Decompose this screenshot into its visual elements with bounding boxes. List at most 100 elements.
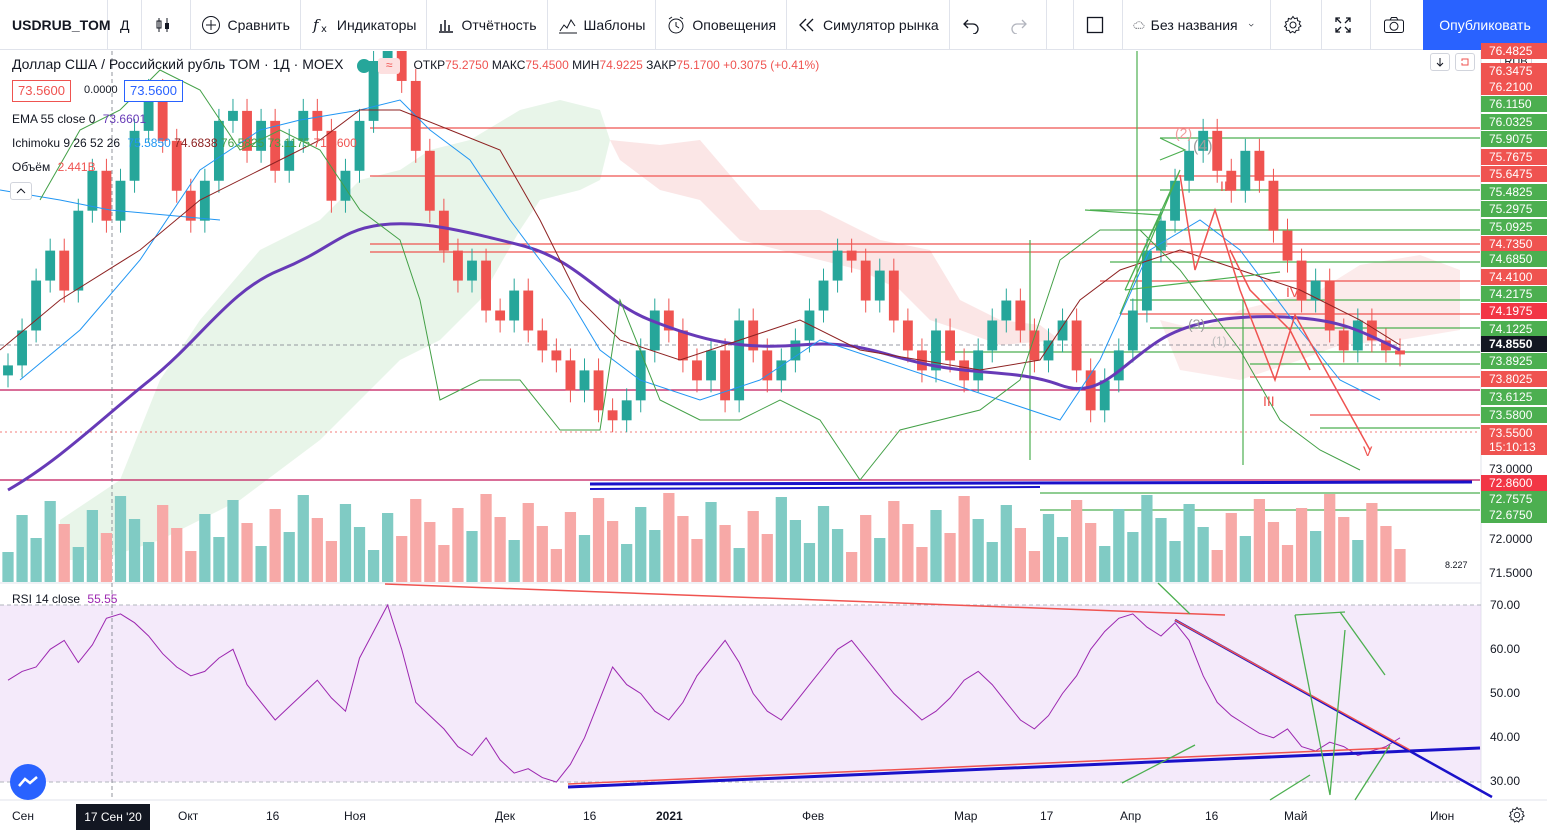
candle-body	[129, 130, 140, 181]
candle-body	[270, 120, 281, 171]
support-trendline-2[interactable]	[589, 486, 1041, 490]
undo-button[interactable]	[950, 0, 998, 50]
reports-button[interactable]: Отчётность	[427, 0, 548, 50]
replay-button[interactable]: Симулятор рынка	[787, 0, 950, 50]
volume-bar	[775, 497, 787, 582]
candle-body	[87, 170, 98, 211]
volume-bar	[213, 537, 225, 582]
scale-down-button[interactable]	[1430, 53, 1450, 71]
rewind-icon	[799, 18, 814, 31]
price-label-3: 76.1150	[1481, 96, 1547, 112]
candle-body	[1310, 280, 1321, 301]
snapshot-button[interactable]	[1371, 0, 1423, 50]
spread-value: 0.0000	[84, 84, 118, 96]
wave-logo-icon	[18, 776, 38, 787]
volume-bar	[1281, 545, 1294, 582]
ema-legend[interactable]: EMA 55 close 0 73.6601	[12, 112, 146, 126]
candle-body	[1212, 130, 1223, 171]
rsi-support-line[interactable]	[567, 746, 1481, 789]
volume-legend[interactable]: Объём 2.441B	[12, 160, 96, 174]
candle-body	[692, 360, 702, 381]
candle-body	[481, 260, 491, 311]
alerts-label: Оповещения	[692, 16, 777, 33]
chart-settings-button[interactable]	[1508, 806, 1526, 829]
fullscreen-button[interactable]	[1322, 0, 1371, 50]
volume-bar	[30, 538, 42, 582]
candle-body	[818, 280, 829, 311]
candle-body	[1366, 320, 1377, 341]
price-label-9: 75.2975	[1481, 201, 1547, 217]
price-label-8: 75.4825	[1481, 184, 1547, 200]
volume-bar	[157, 505, 169, 582]
volume-bar	[817, 506, 830, 582]
ichimoku-legend[interactable]: Ichimoku 9 26 52 26 75.5850 74.6838 76.5…	[12, 136, 357, 150]
volume-bar	[1056, 537, 1069, 582]
candle-body	[1240, 150, 1251, 191]
volume-bar	[367, 550, 380, 582]
wave-lines[interactable]	[1179, 174, 1371, 451]
volume-bar	[16, 515, 28, 582]
symbol-description[interactable]: Доллар США / Российский рубль TOM · 1Д ·…	[12, 56, 344, 72]
candle-body	[931, 330, 941, 371]
candle-body	[101, 170, 112, 221]
symbol-search-button[interactable]: USDRUB_TOM	[0, 0, 111, 50]
templates-icon	[558, 18, 577, 33]
support-trendline[interactable]	[589, 480, 1473, 486]
ask-price-box[interactable]: 73.5600	[124, 80, 183, 102]
volume-bar	[438, 545, 450, 582]
chart-type-button[interactable]	[142, 0, 192, 50]
chart-area[interactable]: 8.227 (2) (4) II IV III V (3) (1) I Долл…	[0, 43, 1547, 840]
ema-label: EMA 55 close 0	[12, 112, 96, 126]
fan-lines[interactable]	[1084, 137, 1281, 315]
compare-button[interactable]: Сравнить	[191, 0, 301, 50]
volume-bar	[494, 517, 506, 582]
candle-body	[1113, 350, 1124, 381]
rsi-axis-40: 40.00	[1490, 730, 1521, 744]
bid-price-box[interactable]: 73.5600	[12, 80, 71, 102]
layout-name-button[interactable]: Без названия	[1123, 0, 1271, 50]
publish-button[interactable]: Опубликовать	[1423, 0, 1547, 50]
settings-button[interactable]	[1271, 0, 1322, 50]
undo-icon	[962, 19, 979, 34]
collapse-legend-button[interactable]	[10, 182, 32, 200]
rsi-downtrend-line-red[interactable]	[1174, 619, 1411, 751]
tradingview-logo[interactable]	[10, 764, 46, 800]
volume-bar	[677, 516, 689, 582]
candle-body	[790, 340, 801, 361]
templates-button[interactable]: Шаблоны	[548, 0, 657, 50]
redo-button[interactable]	[998, 0, 1047, 50]
volume-bar	[888, 501, 900, 582]
volume-bar	[789, 520, 802, 582]
candle-body	[368, 60, 379, 121]
volume-bar	[1295, 508, 1308, 582]
candle-body	[171, 140, 182, 191]
rsi-support-line-red[interactable]	[567, 747, 1391, 785]
wave-label-IV: IV	[1286, 284, 1300, 300]
rsi-line[interactable]	[7, 603, 1401, 783]
rsi-legend[interactable]: RSI 14 close 55.55	[12, 592, 117, 606]
rsi-green-marks[interactable]	[1121, 582, 1391, 801]
fullscreen-layout-button[interactable]	[1074, 0, 1123, 50]
bar-report-icon	[439, 19, 454, 33]
candle-body	[438, 210, 449, 251]
volume-bar	[1211, 550, 1223, 582]
candle-body	[874, 270, 885, 301]
scale-reset-button[interactable]	[1455, 53, 1475, 71]
ohlc-values: ОТКР75.2750 МАКС75.4500 МИН74.9225 ЗАКР7…	[413, 58, 819, 72]
volume-bar	[241, 523, 253, 582]
chart-canvas[interactable]: 8.227	[0, 51, 1547, 840]
interval-button[interactable]: Д	[108, 0, 143, 50]
volume-bar	[1366, 503, 1378, 582]
compare-label: Сравнить	[227, 16, 290, 33]
volume-bar	[466, 531, 478, 582]
eye-toggle-icon[interactable]	[356, 58, 371, 73]
rsi-resistance-line[interactable]	[384, 583, 1226, 616]
candle-body	[551, 350, 562, 361]
volume-bar	[1338, 517, 1350, 582]
wave-toggle-icon[interactable]: ≈	[378, 57, 401, 74]
ema-line[interactable]	[7, 222, 1401, 492]
alerts-button[interactable]: Оповещения	[656, 0, 788, 50]
candle-body	[1381, 340, 1391, 351]
